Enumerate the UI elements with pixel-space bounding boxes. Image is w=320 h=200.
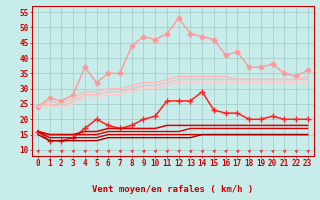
X-axis label: Vent moyen/en rafales ( km/h ): Vent moyen/en rafales ( km/h ) bbox=[92, 185, 253, 194]
